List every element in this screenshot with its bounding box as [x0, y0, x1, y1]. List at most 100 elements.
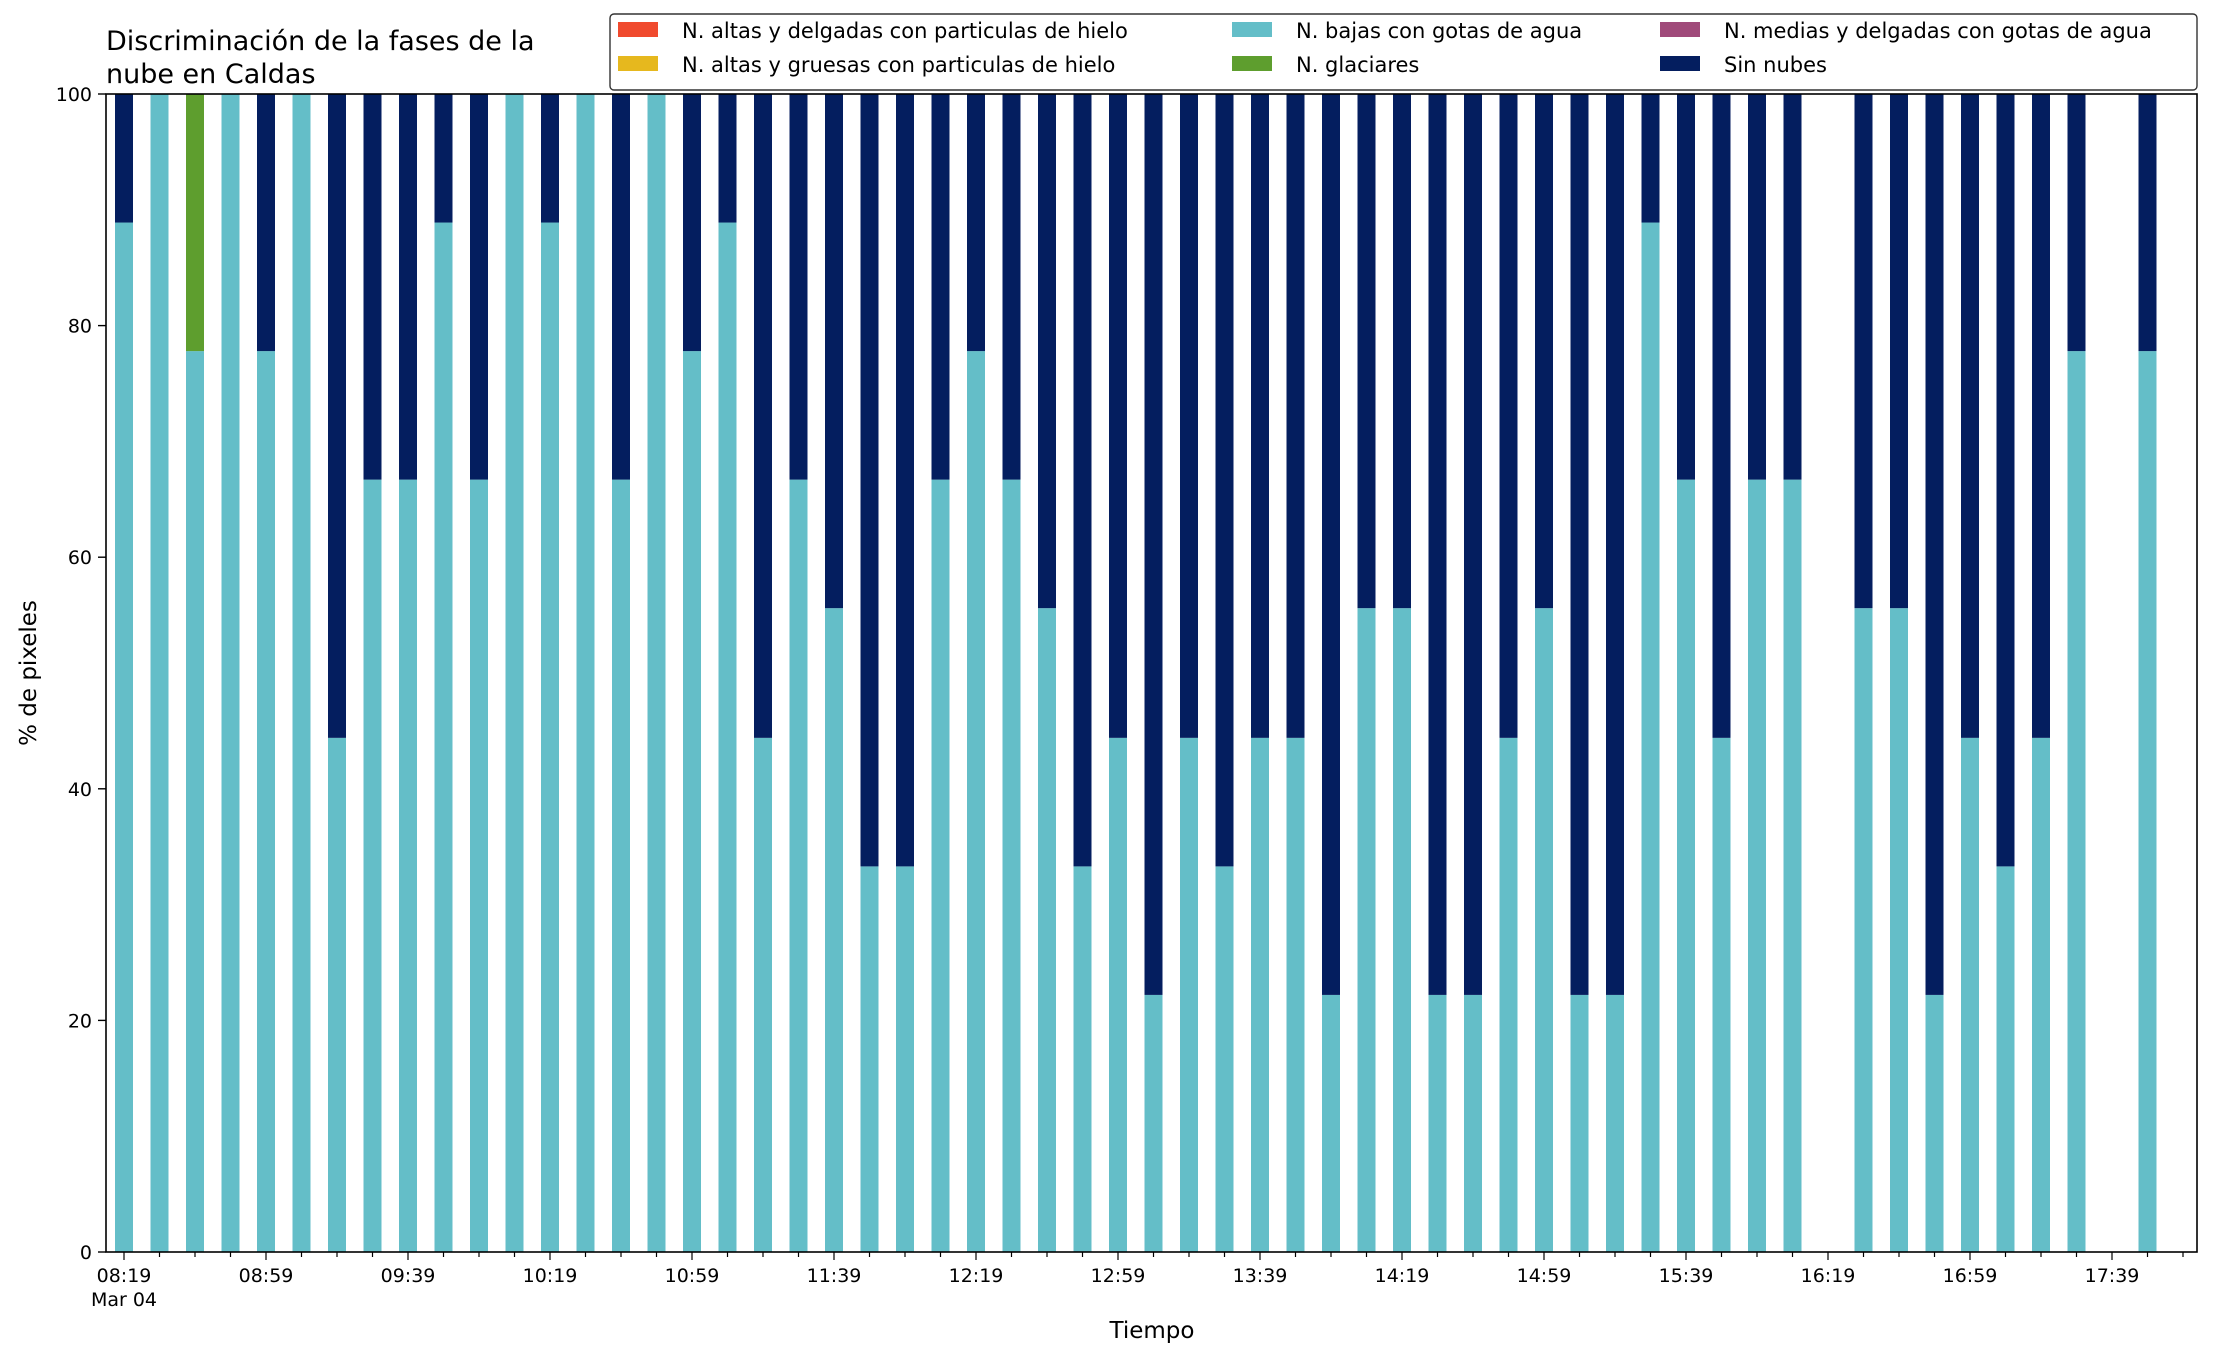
legend-swatch-0: [618, 22, 658, 37]
bar-segment-5-50: [1925, 94, 1944, 995]
y-axis: 0 20 40 60 80 100: [56, 84, 106, 1264]
bar-segment-2-6: [328, 737, 346, 1252]
x-tick-label-5: 11:39: [807, 1265, 862, 1287]
x-tick-label-1: 08:59: [239, 1265, 294, 1287]
x-tick-label-0: 08:19: [97, 1265, 152, 1287]
bar-segment-5-6: [328, 94, 346, 738]
chart-title-line-2: nube en Caldas: [106, 59, 316, 90]
bar-segment-5-43: [1641, 94, 1660, 223]
bar-segment-2-39: [1499, 737, 1518, 1252]
y-tick-label-40: 40: [68, 779, 92, 801]
bar-segment-5-37: [1428, 94, 1447, 995]
chart-title-line-1: Discriminación de la fases de la: [106, 26, 535, 57]
legend-label-4: N. medias y delgadas con gotas de agua: [1724, 19, 2152, 43]
bar-segment-2-22: [896, 866, 914, 1252]
bar-segment-5-18: [754, 94, 772, 738]
bar-segment-2-29: [1144, 994, 1163, 1252]
bar-segment-5-9: [434, 94, 453, 223]
bar-segment-2-21: [860, 866, 879, 1252]
chart-title: Discriminación de la fases de la nube en…: [106, 26, 543, 90]
bar-segment-2-30: [1180, 737, 1198, 1252]
bar-segment-2-5: [292, 94, 311, 1252]
bar-segment-5-19: [789, 94, 808, 480]
bar-segment-2-2: [186, 351, 204, 1253]
x-tick-label-14: 17:39: [2085, 1265, 2140, 1287]
bars-group: [115, 94, 2157, 1253]
x-tick-label-10: 14:59: [1517, 1265, 1572, 1287]
bar-segment-5-17: [718, 94, 737, 223]
y-tick-label-80: 80: [68, 316, 92, 338]
bar-segment-2-54: [2067, 351, 2086, 1253]
bar-segment-5-36: [1393, 94, 1411, 609]
bar-segment-2-1: [150, 94, 169, 1252]
x-tick-sublabel: Mar 04: [91, 1289, 157, 1311]
bar-segment-5-10: [470, 94, 488, 480]
bar-segment-5-45: [1712, 94, 1731, 738]
bar-segment-2-18: [754, 737, 772, 1252]
bar-segment-2-35: [1357, 608, 1376, 1252]
bar-segment-2-36: [1393, 608, 1411, 1252]
bar-segment-5-23: [931, 94, 950, 480]
bar-segment-2-45: [1712, 737, 1731, 1252]
x-tick-label-9: 14:19: [1375, 1265, 1430, 1287]
bar-segment-2-34: [1322, 994, 1340, 1252]
bar-segment-2-25: [1002, 479, 1021, 1252]
bar-segment-2-17: [718, 222, 737, 1252]
legend-label-2: N. bajas con gotas de agua: [1296, 19, 1582, 43]
bar-segment-5-7: [363, 94, 382, 480]
bar-segment-5-4: [257, 94, 275, 352]
bar-segment-2-27: [1073, 866, 1092, 1252]
bar-segment-2-49: [1890, 608, 1908, 1252]
bar-segment-2-7: [363, 479, 382, 1252]
bar-segment-5-25: [1002, 94, 1021, 480]
bar-segment-5-34: [1322, 94, 1340, 995]
y-tick-label-100: 100: [56, 84, 92, 106]
bar-segment-5-33: [1286, 94, 1305, 738]
bar-segment-5-38: [1464, 94, 1482, 995]
bar-segment-2-28: [1109, 737, 1127, 1252]
bar-segment-5-30: [1180, 94, 1198, 738]
bar-segment-2-43: [1641, 222, 1660, 1252]
legend-swatch-5: [1660, 56, 1700, 71]
bar-segment-2-4: [257, 351, 275, 1253]
bar-segment-2-24: [967, 351, 985, 1253]
x-axis-label: Tiempo: [1109, 1318, 1195, 1344]
bar-segment-2-32: [1251, 737, 1269, 1252]
x-tick-label-2: 09:39: [381, 1265, 436, 1287]
bar-segment-2-38: [1464, 994, 1482, 1252]
bar-segment-2-51: [1961, 737, 1979, 1252]
y-tick-label-20: 20: [68, 1010, 92, 1032]
x-tick-label-4: 10:59: [665, 1265, 720, 1287]
bar-segment-2-44: [1677, 479, 1695, 1252]
bar-segment-5-47: [1783, 94, 1802, 480]
x-tick-label-12: 16:19: [1801, 1265, 1856, 1287]
bar-segment-5-16: [683, 94, 701, 352]
bar-segment-5-51: [1961, 94, 1979, 738]
bar-segment-5-42: [1606, 94, 1624, 995]
y-axis-label: % de pixeles: [16, 600, 42, 746]
bar-segment-5-54: [2067, 94, 2086, 352]
bar-segment-5-0: [115, 94, 133, 223]
bar-segment-2-46: [1748, 479, 1766, 1252]
x-tick-label-13: 16:59: [1943, 1265, 1998, 1287]
bar-segment-5-14: [612, 94, 630, 480]
bar-segment-5-27: [1073, 94, 1092, 867]
bar-segment-2-19: [789, 479, 808, 1252]
bar-segment-5-53: [2032, 94, 2050, 738]
legend-swatch-4: [1660, 22, 1700, 37]
x-tick-label-11: 15:39: [1659, 1265, 1714, 1287]
legend-swatch-2: [1232, 22, 1272, 37]
bar-segment-2-41: [1570, 994, 1589, 1252]
bar-segment-2-20: [825, 608, 843, 1252]
legend: N. altas y delgadas con particulas de hi…: [609, 13, 2198, 91]
bar-segment-2-31: [1215, 866, 1234, 1252]
legend-label-5: Sin nubes: [1724, 53, 1827, 77]
bar-segment-2-12: [541, 222, 559, 1252]
legend-swatch-3: [1232, 56, 1272, 71]
bar-segment-5-40: [1535, 94, 1553, 609]
bar-segment-2-47: [1783, 479, 1802, 1252]
bar-segment-5-55: [2138, 94, 2157, 352]
bar-segment-5-39: [1499, 94, 1518, 738]
bar-segment-5-12: [541, 94, 559, 223]
bar-segment-3-2: [186, 94, 204, 352]
